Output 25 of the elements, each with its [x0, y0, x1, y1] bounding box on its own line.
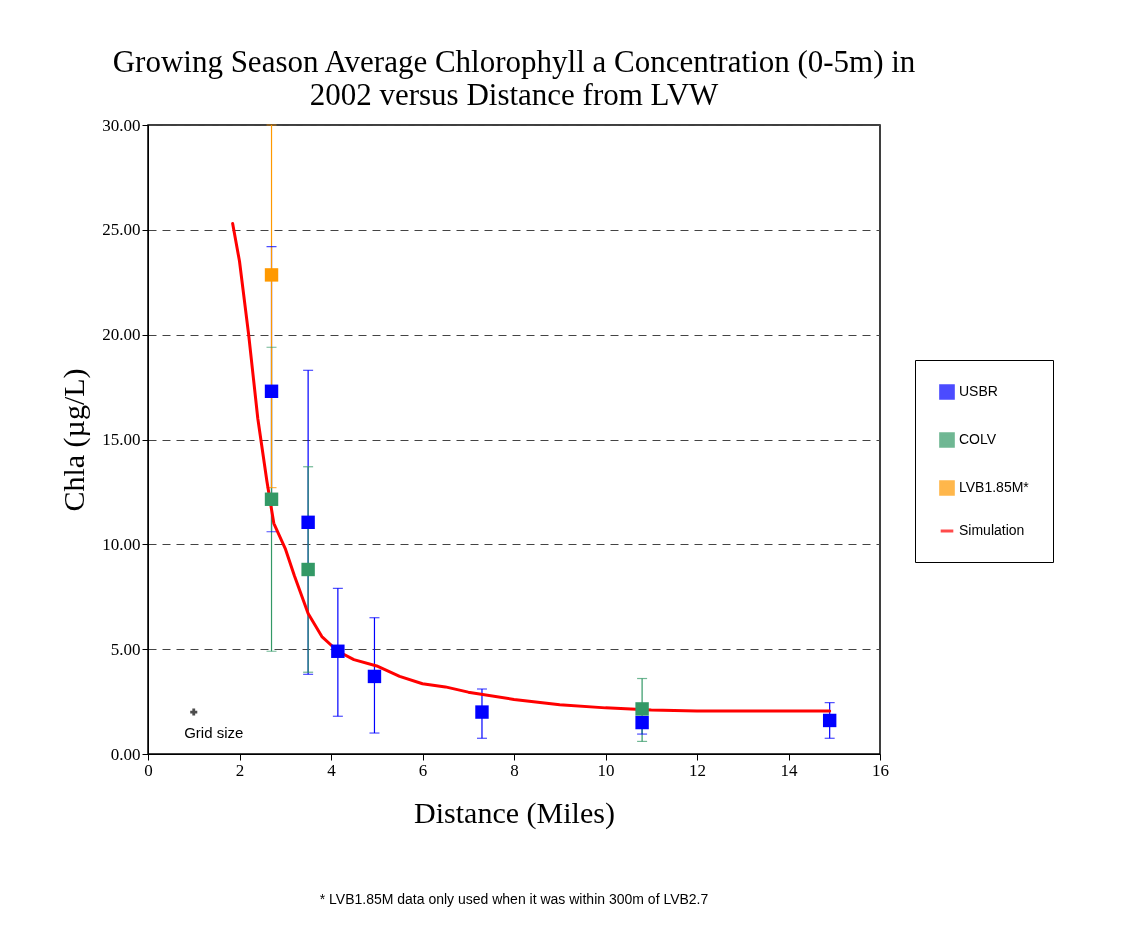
y-tick-label: 10.00	[102, 534, 141, 554]
y-tick-label: 20.00	[102, 325, 141, 345]
legend-label: COLV	[959, 431, 997, 447]
x-tick-label: 12	[689, 760, 706, 780]
x-tick-label: 6	[418, 760, 428, 780]
y-tick-label: 25.00	[102, 220, 141, 240]
x-tick-label: 10	[597, 760, 615, 780]
legend-label: Simulation	[959, 522, 1025, 538]
legend-label: USBR	[959, 383, 998, 399]
x-axis-title: Distance (Miles)	[414, 795, 615, 830]
x-tick-label: 4	[327, 760, 337, 780]
x-tick-label: 16	[872, 760, 889, 780]
x-tick-label: 14	[780, 760, 798, 780]
x-tick-label: 2	[235, 760, 245, 780]
legend-label: LVB1.85M*	[959, 479, 1030, 495]
chart-title: Growing Season Average Chlorophyll a Concentration (0-5m) in 2002 versus Distance from LVW	[112, 44, 916, 112]
y-tick-label: 30.00	[102, 115, 141, 135]
y-axis-title: Chla (µg/L)	[57, 368, 92, 512]
y-tick-label: 0.00	[110, 744, 141, 764]
annotation: Grid size	[184, 724, 244, 742]
x-tick-label: 0	[144, 760, 153, 780]
y-tick-label: 15.00	[102, 430, 141, 449]
x-tick-label: 8	[510, 760, 519, 780]
y-tick-label: 5.00	[110, 639, 141, 659]
text: * LVB1.85M data only used when it was within 300m of LVB2.7	[319, 891, 709, 907]
